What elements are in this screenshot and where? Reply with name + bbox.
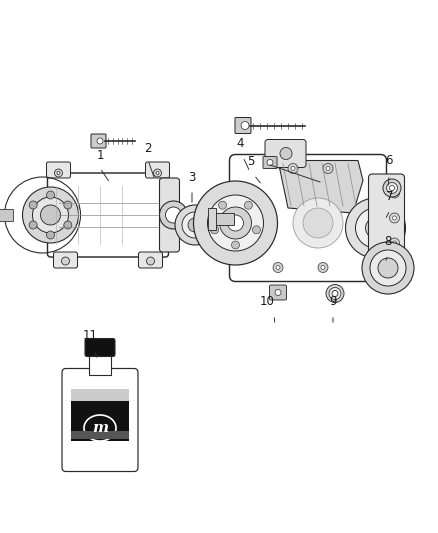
Text: 10: 10 — [260, 295, 275, 308]
Circle shape — [386, 182, 398, 193]
Circle shape — [318, 262, 328, 272]
Circle shape — [219, 201, 226, 209]
Circle shape — [389, 188, 399, 198]
Circle shape — [194, 181, 278, 265]
Bar — [71, 389, 129, 441]
Circle shape — [22, 187, 78, 243]
Circle shape — [280, 148, 292, 159]
Circle shape — [329, 287, 341, 300]
Bar — [208, 208, 215, 230]
Bar — [71, 431, 129, 439]
Circle shape — [64, 201, 72, 209]
Circle shape — [365, 218, 385, 238]
FancyBboxPatch shape — [138, 252, 162, 268]
Circle shape — [61, 257, 70, 265]
Circle shape — [389, 213, 399, 223]
Text: 2: 2 — [144, 142, 152, 155]
FancyBboxPatch shape — [47, 173, 169, 257]
Circle shape — [323, 164, 333, 174]
Circle shape — [46, 191, 54, 199]
Circle shape — [211, 226, 219, 234]
Circle shape — [54, 169, 63, 177]
Circle shape — [392, 241, 396, 245]
Circle shape — [332, 290, 338, 296]
Circle shape — [219, 207, 251, 239]
FancyBboxPatch shape — [263, 157, 277, 168]
Text: 3: 3 — [188, 171, 196, 184]
Circle shape — [159, 201, 187, 229]
FancyBboxPatch shape — [230, 155, 386, 281]
FancyBboxPatch shape — [91, 134, 106, 148]
Circle shape — [392, 191, 396, 195]
Circle shape — [182, 212, 208, 238]
Polygon shape — [278, 160, 363, 213]
FancyBboxPatch shape — [85, 338, 115, 357]
Circle shape — [291, 166, 295, 171]
Bar — [0, 209, 13, 221]
Circle shape — [370, 250, 406, 286]
FancyBboxPatch shape — [159, 178, 180, 252]
Circle shape — [156, 172, 159, 174]
Circle shape — [32, 197, 68, 233]
Circle shape — [303, 208, 333, 238]
FancyBboxPatch shape — [62, 368, 138, 472]
Circle shape — [208, 195, 264, 251]
Circle shape — [29, 201, 37, 209]
Circle shape — [392, 216, 396, 220]
Circle shape — [40, 205, 60, 225]
Circle shape — [241, 122, 249, 130]
Circle shape — [97, 138, 103, 144]
FancyBboxPatch shape — [235, 117, 251, 133]
Text: 1: 1 — [96, 149, 104, 162]
Circle shape — [188, 218, 202, 232]
FancyBboxPatch shape — [46, 162, 71, 178]
FancyBboxPatch shape — [269, 285, 286, 300]
Text: 4: 4 — [236, 137, 244, 150]
Circle shape — [244, 201, 252, 209]
Circle shape — [275, 289, 281, 295]
Circle shape — [146, 257, 155, 265]
Circle shape — [166, 207, 181, 223]
Circle shape — [276, 265, 280, 270]
Text: 9: 9 — [329, 295, 337, 308]
Text: 8: 8 — [384, 235, 392, 248]
Text: 6: 6 — [385, 154, 393, 167]
Circle shape — [389, 238, 399, 248]
Circle shape — [356, 208, 396, 248]
Circle shape — [175, 205, 215, 245]
Circle shape — [57, 172, 60, 174]
Circle shape — [383, 179, 401, 197]
Circle shape — [273, 262, 283, 272]
Text: 5: 5 — [247, 155, 254, 168]
Bar — [213, 213, 233, 225]
FancyBboxPatch shape — [368, 174, 405, 262]
Circle shape — [46, 231, 54, 239]
Circle shape — [346, 198, 406, 258]
Circle shape — [29, 221, 37, 229]
Circle shape — [389, 185, 395, 190]
Circle shape — [288, 164, 298, 174]
Circle shape — [252, 226, 261, 234]
Circle shape — [362, 242, 414, 294]
Circle shape — [378, 258, 398, 278]
Bar — [71, 389, 129, 401]
Text: m: m — [92, 421, 108, 435]
FancyBboxPatch shape — [53, 252, 78, 268]
Circle shape — [227, 215, 244, 231]
Circle shape — [321, 265, 325, 270]
Circle shape — [64, 221, 72, 229]
Circle shape — [232, 241, 240, 249]
Circle shape — [267, 159, 273, 166]
FancyBboxPatch shape — [265, 140, 306, 167]
Text: 11: 11 — [82, 329, 98, 342]
Circle shape — [326, 285, 344, 303]
Circle shape — [293, 198, 343, 248]
Circle shape — [153, 169, 162, 177]
Circle shape — [326, 166, 330, 171]
Text: 7: 7 — [386, 190, 394, 203]
Bar — [89, 352, 111, 375]
FancyBboxPatch shape — [145, 162, 170, 178]
